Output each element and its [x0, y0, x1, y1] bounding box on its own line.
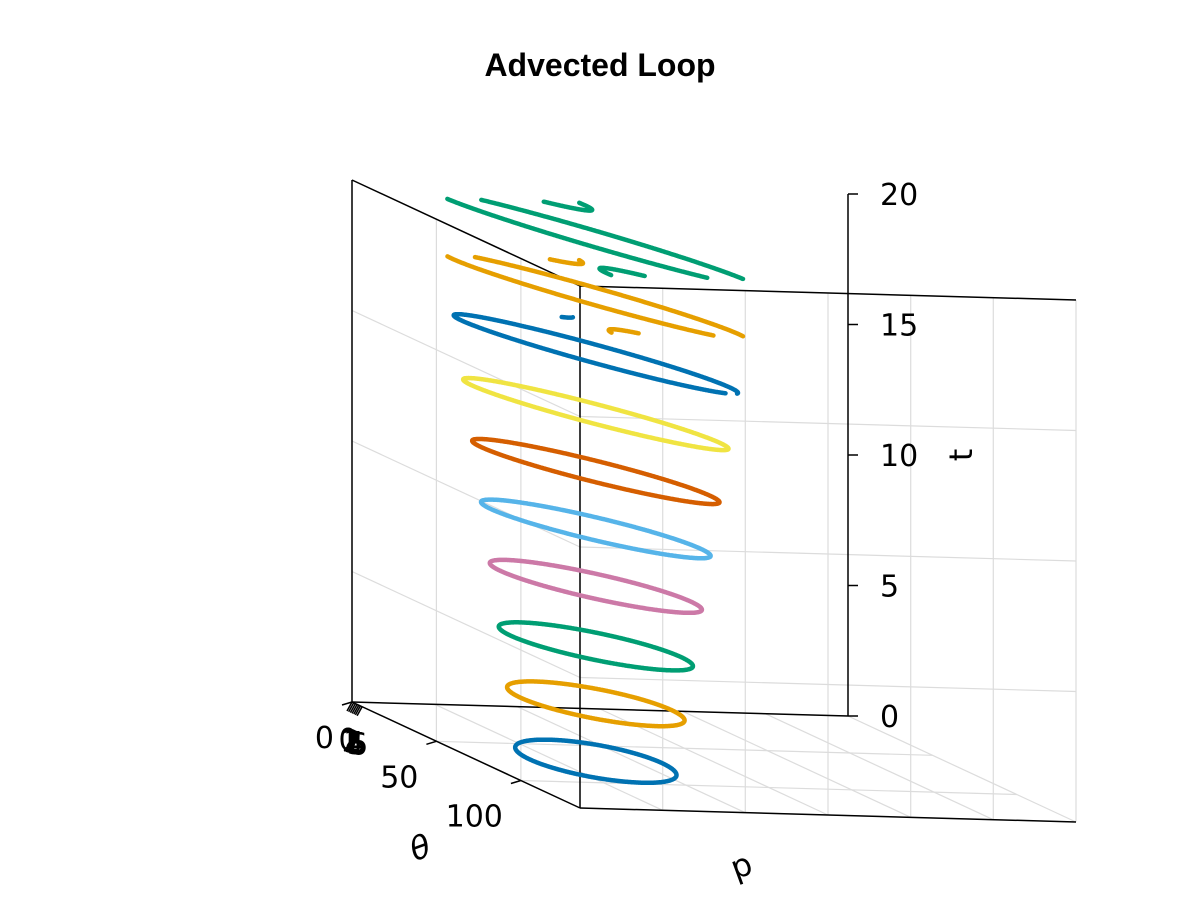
- loop-series: [445, 196, 746, 786]
- theta-tick: [426, 740, 437, 746]
- grid-line-floor-p: [682, 710, 911, 818]
- p-tick: [356, 706, 363, 717]
- t-tick-label: 0: [880, 700, 899, 735]
- p-tick: [346, 701, 353, 712]
- p-tick-label: 4: [345, 726, 364, 761]
- chart-title: Advected Loop: [484, 47, 715, 83]
- t-tick-label: 5: [880, 570, 899, 605]
- grid-line-t-wall-a: [351, 309, 581, 418]
- loop-series-t-13_3: [460, 375, 731, 453]
- loop-series-t-2_2: [504, 679, 687, 729]
- theta-axis-label: θ: [405, 826, 436, 868]
- frame-top-left-edge: [351, 179, 581, 287]
- p-tick-label: 0: [338, 723, 357, 758]
- theta-tick-label: 100: [446, 800, 503, 835]
- t-tick-label: 10: [880, 439, 918, 474]
- loop-series-t-6_7: [487, 557, 705, 616]
- axis-frame: [351, 179, 1077, 823]
- theta-tick-label: 50: [380, 760, 418, 795]
- p-tick: [353, 704, 360, 715]
- grid-line-t-wall-b: [579, 546, 1077, 562]
- p-tick-label: 2: [342, 725, 361, 760]
- p-tick-label: 6: [349, 728, 368, 763]
- grid-line-t-wall-a: [351, 440, 581, 548]
- loop-series-t-15_6: [451, 311, 741, 396]
- p-tick: [348, 702, 355, 713]
- grid-layer: [351, 179, 1077, 823]
- loop-series-t-11_1: [469, 436, 722, 507]
- theta-tick: [510, 779, 522, 785]
- loop-series-t-17_8: [445, 254, 746, 339]
- grid-line-t-wall-b: [579, 415, 1077, 432]
- grid-line-floor-p: [765, 713, 994, 821]
- p-tick: [354, 705, 362, 716]
- frame-theta-edge: [351, 701, 581, 809]
- grid-line-floor-p: [517, 706, 746, 814]
- loop-series-t-0: [512, 737, 679, 786]
- theta-tick: [341, 701, 353, 706]
- grid-line-floor-p: [434, 703, 663, 811]
- theta-tick-label: 0: [315, 721, 334, 756]
- p-tick: [351, 704, 358, 714]
- p-tick-label: 1: [340, 724, 359, 759]
- grid-line-t-wall-b: [579, 676, 1077, 693]
- loop-series-t-20: [445, 196, 746, 282]
- frame-p-edge: [351, 701, 849, 717]
- loop-series-t-8_9: [478, 497, 713, 561]
- loop-series-t-4_4: [496, 620, 696, 673]
- grid-line-t-wall-a: [351, 570, 581, 679]
- frame-floor-back-edge: [579, 807, 1077, 823]
- t-tick-label: 20: [880, 178, 918, 213]
- p-tick-label: 5: [347, 727, 366, 762]
- p-tick: [349, 703, 357, 713]
- t-tick-label: 15: [880, 309, 918, 344]
- grid-line-floor-p: [847, 715, 1077, 823]
- p-tick-label: 3: [344, 725, 363, 760]
- p-axis-label: p: [725, 844, 757, 887]
- frame-top-right-edge: [579, 285, 1077, 301]
- t-axis-label: t: [942, 449, 980, 462]
